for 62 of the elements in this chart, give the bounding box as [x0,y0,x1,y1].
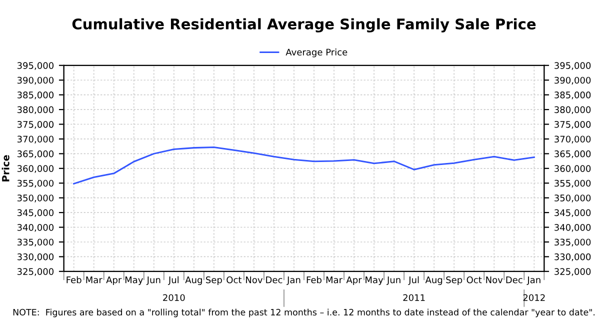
y-tick-label: 380,000 [17,106,54,114]
x-tick-label: Feb [306,276,322,284]
y-tick-label: 390,000 [17,76,54,85]
y-tick-label: 350,000 [17,194,54,202]
y-axis-title: Price [2,155,10,182]
line-series [73,146,535,184]
x-tick-label: Dec [266,276,282,284]
chart-title: Cumulative Residential Average Single Family Sale Price [72,18,536,32]
y2-tick-label: 345,000 [554,209,591,218]
y2-tick-label: 325,000 [554,268,591,276]
x-tick-label: Apr [106,276,122,286]
x-tick-label: Aug [425,276,442,286]
y-tick-label: 395,000 [17,62,54,70]
x-tick-label: Nov [486,276,503,284]
y-tick-label: 335,000 [17,238,54,246]
x-tick-label: Jun [386,276,400,285]
x-tick-label: May [366,276,384,286]
y2-tick-label: 395,000 [554,62,591,70]
y2-tick-label: 365,000 [554,150,591,158]
y-tick-label: 340,000 [17,224,54,232]
x-tick-label: Dec [506,276,522,284]
legend-label: Average Price [286,48,348,58]
y-tick-label: 385,000 [17,92,54,100]
y-tick-label: 360,000 [17,165,54,173]
x-tick-label: Aug [185,276,202,286]
y-tick-label: 365,000 [17,150,54,158]
x-tick-label: Nov [246,276,263,284]
x-tick-label: Jun [146,276,160,285]
text: 2011 [403,294,425,302]
y2-tick-label: 390,000 [554,76,591,85]
text: NOTE: Figures are based on a "rolling total" from the past 12 months – i.e. 12 months to date instead of the calendar "year to date". [13,308,595,318]
y2-tick-label: 350,000 [554,194,591,202]
y2-tick-label: 375,000 [554,120,591,129]
text: 2012 [523,294,545,302]
x-tick-label: Jan [286,276,300,285]
x-tick-label: May [125,276,143,286]
x-tick-label: Jul [408,276,419,285]
y-tick-label: 355,000 [17,180,54,188]
x-tick-label: Jul [168,276,179,285]
y2-tick-label: 385,000 [554,92,591,100]
x-tick-label: Feb [66,276,82,284]
y2-tick-label: 355,000 [554,180,591,188]
y-tick-label: 345,000 [17,209,54,218]
y-tick-label: 330,000 [17,253,54,262]
y2-tick-label: 335,000 [554,238,591,246]
y2-tick-label: 360,000 [554,165,591,173]
x-tick-label: Oct [466,276,482,284]
y2-tick-label: 380,000 [554,106,591,114]
x-tick-label: Oct [226,276,242,284]
y2-tick-label: 370,000 [554,136,591,144]
y-tick-label: 375,000 [17,120,54,129]
y2-tick-label: 340,000 [554,224,591,232]
x-tick-label: Mar [326,276,343,284]
x-tick-label: Jan [526,276,540,285]
x-tick-label: Sep [446,276,462,286]
y-tick-label: 370,000 [17,136,54,144]
x-tick-label: Mar [86,276,102,284]
y2-tick-label: 330,000 [554,253,591,262]
x-tick-label: Sep [206,276,222,286]
x-tick-label: Apr [346,276,362,286]
text: 2010 [163,294,185,302]
y-tick-label: 325,000 [17,268,54,276]
